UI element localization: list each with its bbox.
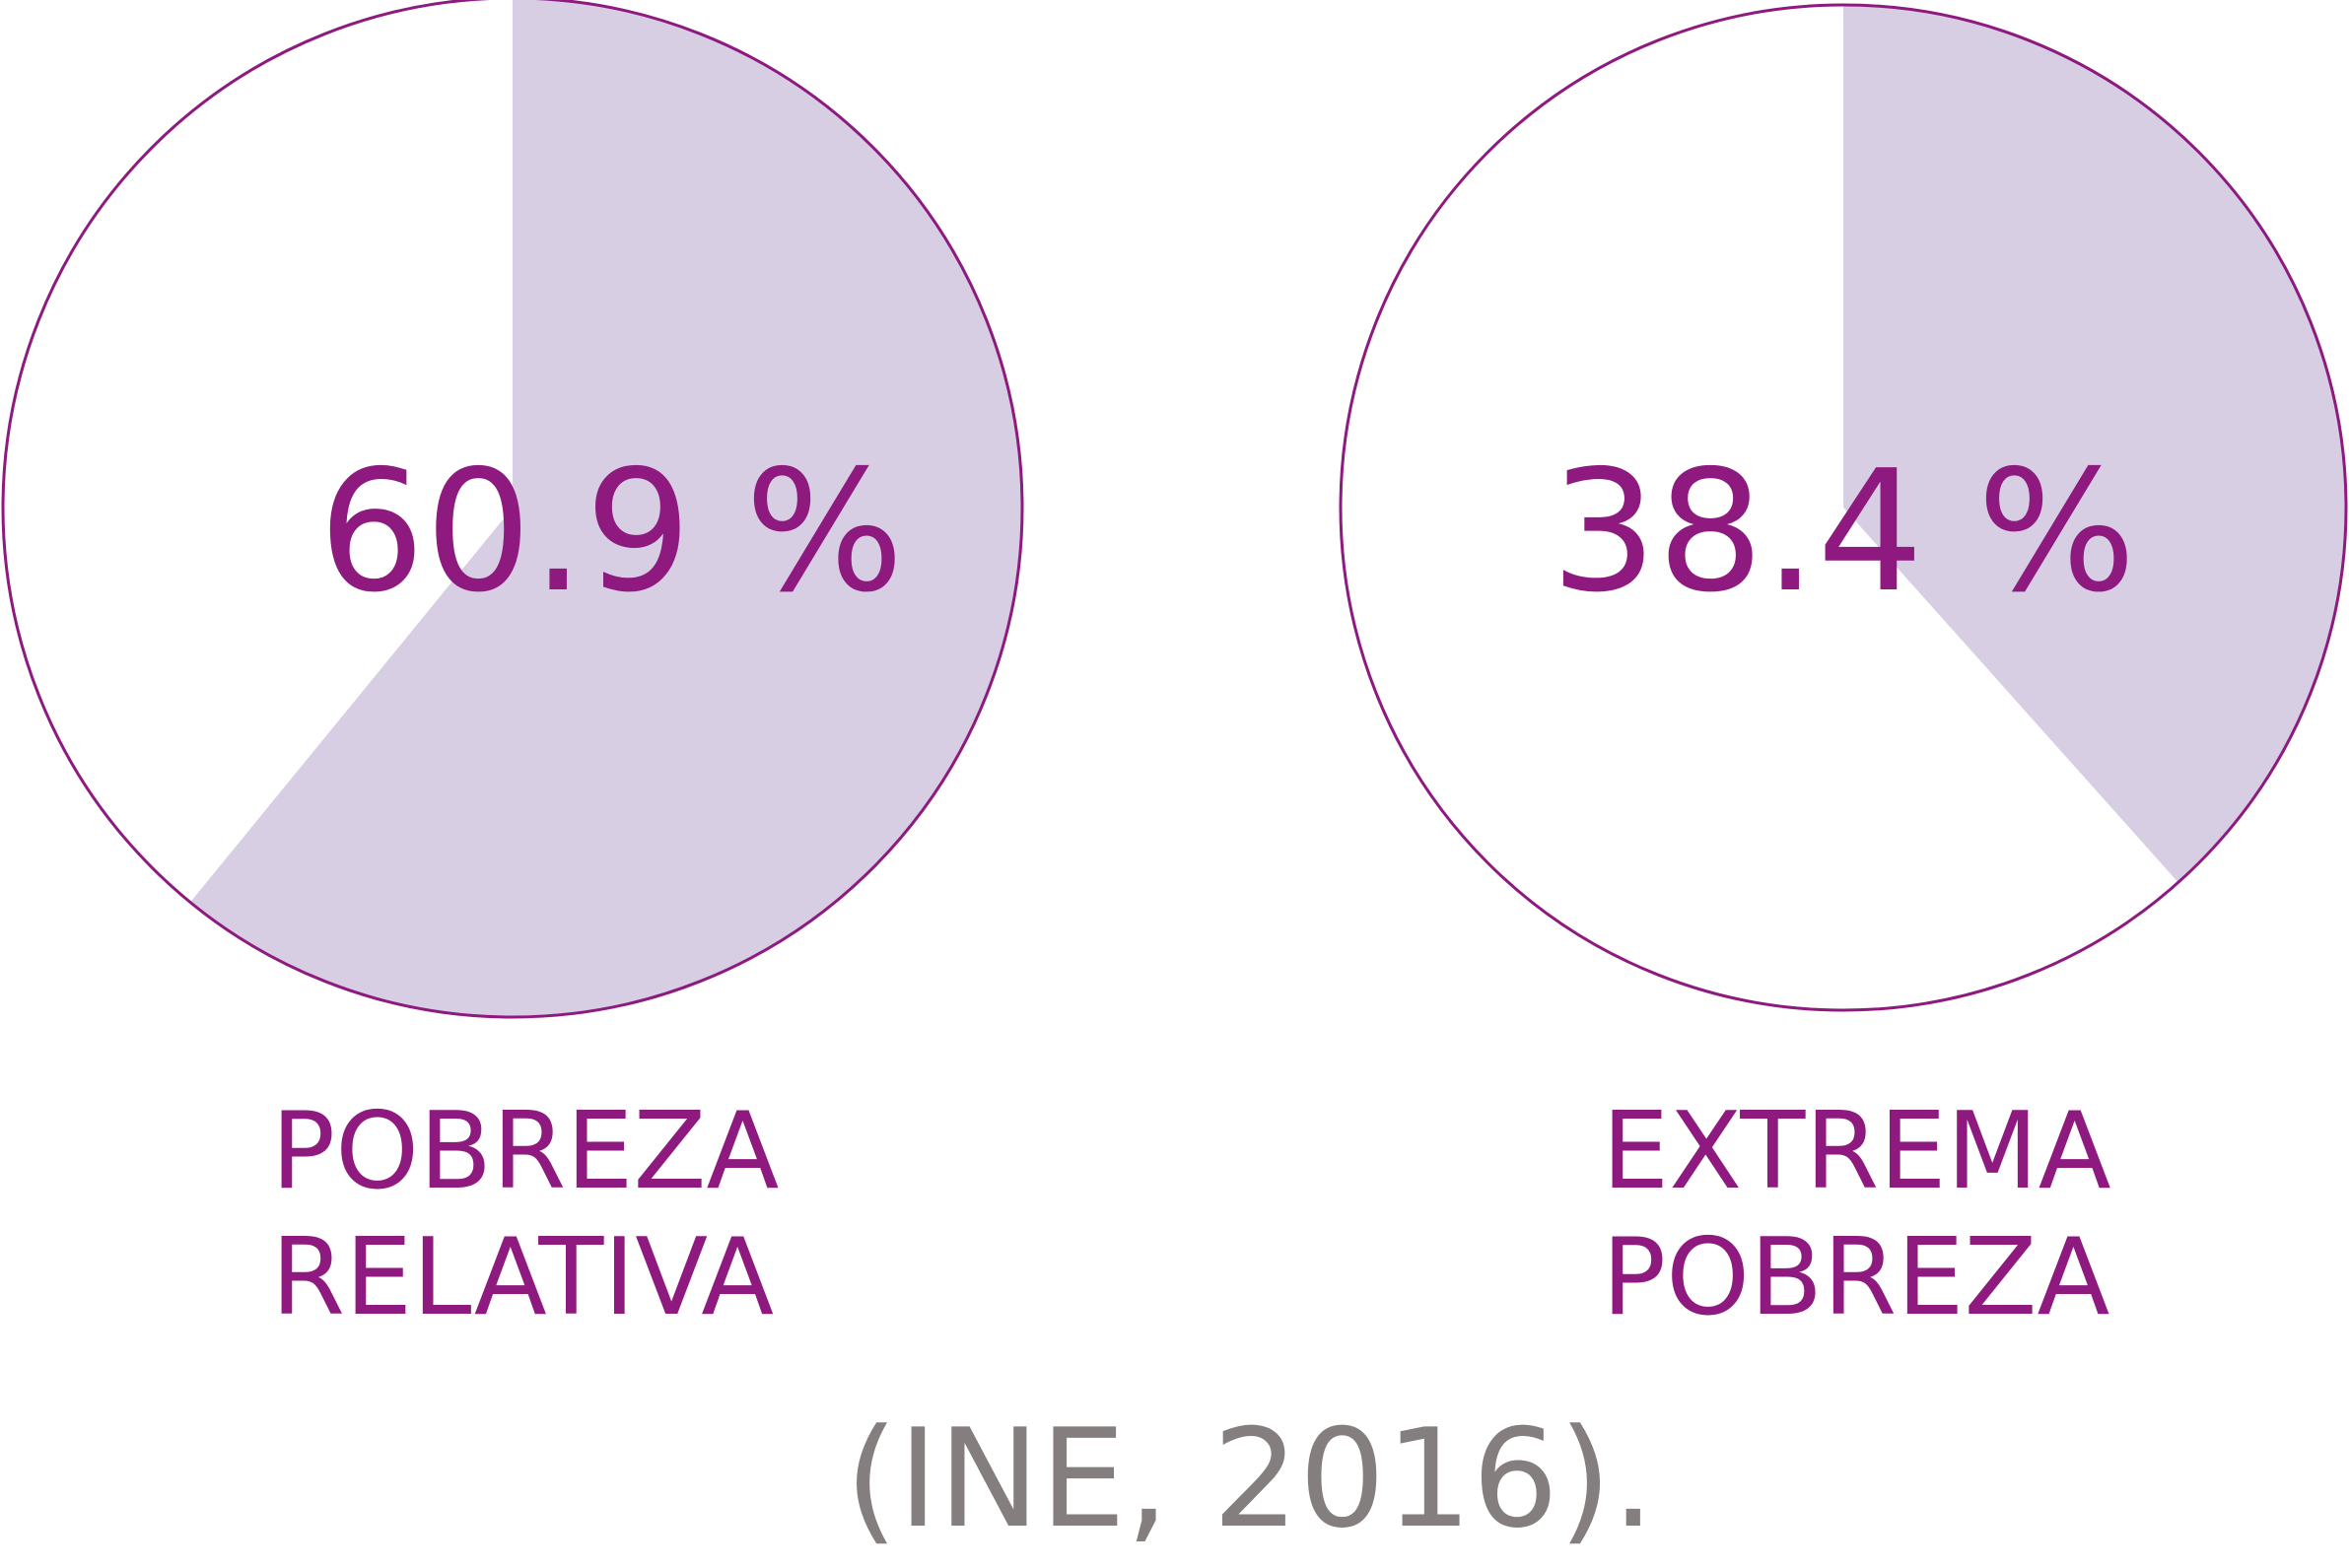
pie-chart-relative-poverty: 60.9 % POBREZA RELATIVA [1,0,1024,1339]
source-citation: (INE, 2016). [845,1399,1655,1558]
caption-line-1: EXTREMA [1602,1090,2111,1213]
pie-slice-empty [1341,5,2178,1010]
value-label: 60.9 % [318,435,904,630]
pie-outline [1339,3,2348,1012]
caption-line-2: RELATIVA [271,1216,774,1339]
caption-line-1: POBREZA [271,1090,779,1213]
pie-slice-filled [189,0,1022,1017]
pie-chart-extreme-poverty: 38.4 % EXTREMA POBREZA [1339,3,2348,1339]
pie-slice-filled [1843,5,2347,883]
caption-line-2: POBREZA [1602,1216,2109,1339]
pie-outline [1,0,1024,1019]
value-label: 38.4 % [1551,435,2136,630]
pie-slice-empty [3,0,513,903]
